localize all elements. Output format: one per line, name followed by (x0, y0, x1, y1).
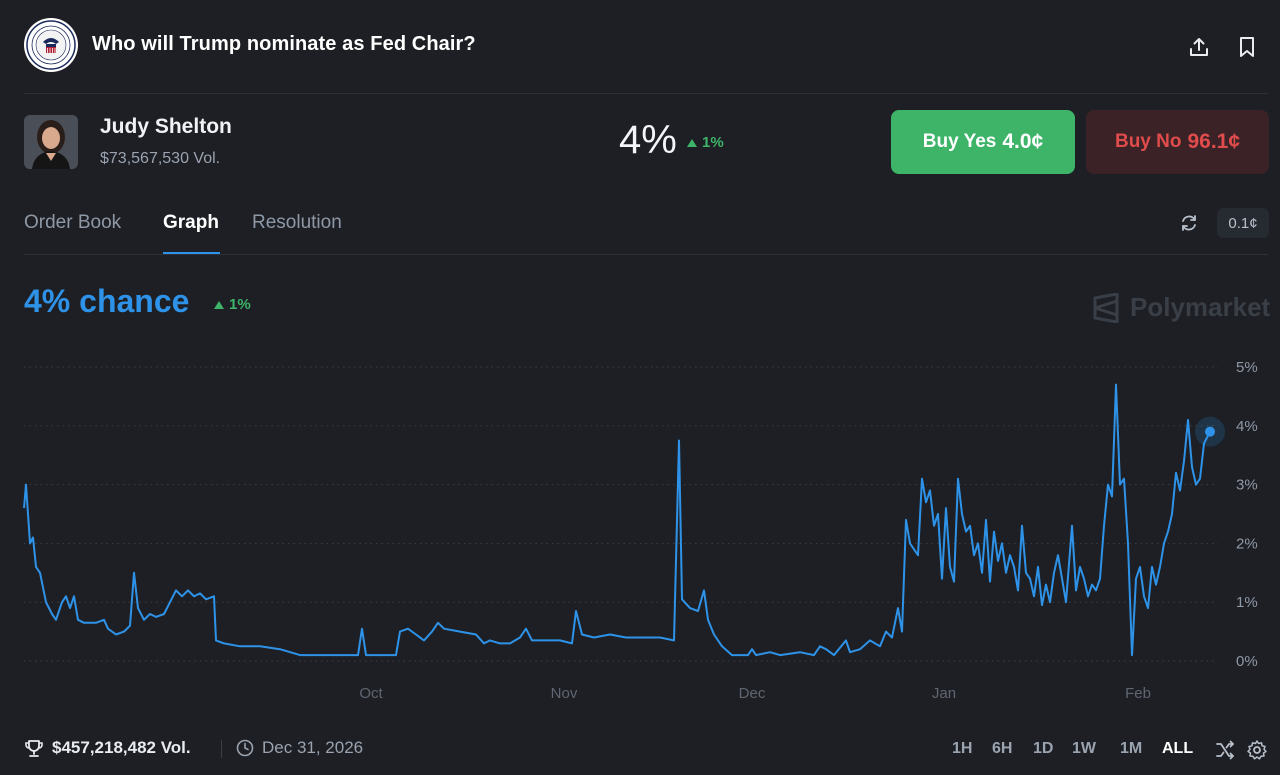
tab-order-book[interactable]: Order Book (24, 212, 122, 233)
candidate-volume: $73,567,530 Vol. (100, 150, 221, 167)
y-tick-label: 2% (1236, 535, 1258, 552)
buy-yes-label: Buy Yes (922, 131, 997, 152)
x-tick-label: Oct (359, 685, 383, 702)
share-icon (1190, 38, 1208, 56)
clock-icon (236, 739, 254, 757)
up-arrow-icon (687, 138, 697, 147)
chance-change-value: 1% (229, 296, 251, 313)
range-1m[interactable]: 1M (1120, 740, 1143, 757)
range-1d[interactable]: 1D (1033, 740, 1054, 757)
buy-yes-button[interactable]: Buy Yes 4.0¢ (891, 110, 1075, 174)
tab-resolution[interactable]: Resolution (252, 212, 342, 233)
up-arrow-icon (214, 300, 224, 309)
y-tick-label: 5% (1236, 359, 1258, 376)
buy-no-label: Buy No (1114, 131, 1182, 152)
share-button[interactable] (1186, 34, 1212, 60)
gear-icon (1247, 740, 1267, 760)
bookmark-button[interactable] (1234, 34, 1260, 60)
end-date-value: Dec 31, 2026 (262, 738, 364, 757)
candidate-avatar (24, 115, 78, 169)
federal-reserve-seal-icon (26, 20, 76, 70)
buy-no-button[interactable]: Buy No 96.1¢ (1086, 110, 1269, 174)
last-point-marker (1205, 426, 1215, 437)
range-all[interactable]: ALL (1162, 740, 1194, 757)
settings-button[interactable] (1244, 737, 1270, 763)
y-tick-label: 4% (1236, 418, 1258, 435)
polymarket-logo-icon (1093, 292, 1119, 323)
buy-no-price: 96.1¢ (1187, 130, 1241, 153)
bookmark-icon (1240, 37, 1254, 57)
outcome-change: 1% (687, 134, 724, 151)
outcome-change-value: 1% (702, 134, 724, 151)
trophy-icon (25, 740, 43, 757)
active-tab-indicator (163, 252, 220, 254)
shuffle-button[interactable] (1212, 737, 1238, 763)
buy-yes-price: 4.0¢ (1002, 130, 1044, 153)
footer-separator (221, 740, 222, 758)
outcome-probability: 4% (619, 118, 677, 162)
header-divider (24, 93, 1268, 94)
x-tick-label: Dec (739, 685, 766, 702)
x-tick-label: Feb (1125, 685, 1151, 702)
tab-graph[interactable]: Graph (163, 212, 219, 233)
end-date: Dec 31, 2026 (236, 738, 363, 758)
person-photo-icon (24, 115, 78, 169)
x-tick-label: Nov (551, 685, 578, 702)
market-logo (24, 18, 78, 72)
x-tick-label: Jan (932, 685, 956, 702)
range-6h[interactable]: 6H (992, 740, 1013, 757)
shuffle-icon (1216, 740, 1234, 760)
series-line (23, 383, 1211, 657)
tabs-divider (24, 254, 1268, 255)
y-tick-label: 3% (1236, 477, 1258, 494)
range-1w[interactable]: 1W (1072, 740, 1096, 757)
range-1h[interactable]: 1H (952, 740, 973, 757)
total-volume-value: $457,218,482 Vol. (52, 738, 191, 757)
candidate-name: Judy Shelton (100, 115, 232, 138)
chance-change: 1% (214, 296, 251, 313)
refresh-button[interactable] (1176, 210, 1202, 236)
total-volume: $457,218,482 Vol. (24, 738, 191, 758)
refresh-icon (1182, 215, 1196, 231)
y-tick-label: 0% (1236, 653, 1258, 670)
market-title: Who will Trump nominate as Fed Chair? (92, 33, 476, 55)
chance-heading: 4% chance (24, 283, 190, 319)
polymarket-watermark: Polymarket (1092, 292, 1270, 323)
y-tick-label: 1% (1236, 594, 1258, 611)
watermark-text: Polymarket (1130, 292, 1271, 322)
tick-size-selector[interactable]: 0.1¢ (1217, 208, 1269, 238)
price-chart[interactable]: 0% 1% 2% 3% 4% 5% Oct Nov Dec Jan Feb (0, 355, 1280, 715)
